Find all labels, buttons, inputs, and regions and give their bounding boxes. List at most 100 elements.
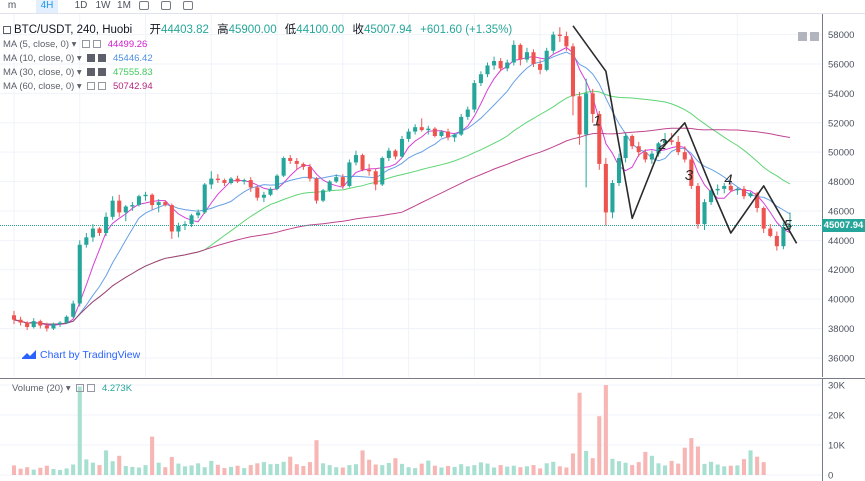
volume-bar (459, 464, 464, 475)
high-value: 45900.00 (228, 24, 277, 36)
volume-bar (360, 450, 365, 475)
ma10-legend[interactable]: MA (10, close, 0) ▾ 45446.42 (3, 52, 512, 66)
watermark[interactable]: Chart by TradingView (22, 349, 140, 361)
candle-body (367, 169, 372, 172)
ma60-legend[interactable]: MA (60, close, 0) ▾ 50742.94 (3, 80, 512, 94)
ma5-legend[interactable]: MA (5, close, 0) ▾ 44499.26 (3, 38, 512, 52)
annotation-label: 2 (657, 136, 667, 153)
visibility-icon[interactable] (76, 384, 85, 392)
candle-body (748, 193, 753, 197)
chart-legend: BTC/USDT, 240, Huobi 开44403.82 高45900.00… (3, 22, 512, 94)
candle-body (360, 155, 365, 170)
visibility-icon[interactable] (87, 82, 96, 90)
volume-bar (117, 455, 122, 475)
visibility-icon[interactable] (87, 68, 96, 76)
candle-body (452, 134, 457, 138)
dropdown-icon[interactable]: ▾ (76, 81, 82, 92)
close-icon[interactable] (87, 384, 96, 392)
volume-bar (682, 447, 687, 475)
volume-bar (38, 467, 43, 475)
price-tick-label: 46000 (828, 206, 854, 217)
close-icon[interactable] (98, 68, 107, 76)
indicators-icon[interactable] (161, 1, 171, 10)
volume-chart[interactable] (0, 378, 822, 481)
candle-body (215, 178, 220, 181)
volume-bar (123, 466, 128, 475)
candle-body (275, 175, 280, 189)
ma10-label: MA (10, close, 0) (3, 53, 75, 64)
candle-body (472, 83, 477, 110)
volume-bar (367, 459, 372, 475)
candle-body (768, 228, 773, 236)
candle-body (176, 225, 181, 232)
dropdown-icon[interactable]: ▾ (76, 53, 82, 64)
candle-body (505, 62, 510, 69)
dropdown-icon[interactable]: ▾ (76, 67, 82, 78)
candle-body (18, 319, 23, 323)
pane-maximize-icon[interactable] (810, 32, 819, 41)
pane-up-icon[interactable] (798, 32, 807, 41)
volume-bar (551, 461, 556, 475)
dropdown-icon[interactable]: ▾ (65, 383, 71, 394)
volume-bar (472, 465, 477, 475)
visibility-icon[interactable] (87, 54, 96, 62)
ma5-label: MA (5, close, 0) (3, 39, 69, 50)
interval-4h-button[interactable]: 4H (36, 0, 58, 13)
chart-type-icon[interactable] (139, 1, 149, 10)
price-chart[interactable]: 1 2 3 4 5 (0, 14, 822, 377)
volume-bar (150, 436, 155, 475)
volume-bar (176, 463, 181, 475)
ma-line-10 (13, 51, 791, 325)
symbol-title[interactable]: BTC/USDT, 240, Huobi (14, 24, 133, 36)
candle-body (222, 180, 227, 184)
volume-axis[interactable]: 0 10K 20K 30K (822, 378, 865, 481)
annotation-label: 3 (685, 167, 694, 184)
close-icon[interactable] (98, 54, 107, 62)
candle-body (630, 135, 635, 147)
change-value: +601.60 (+1.35%) (420, 24, 513, 36)
volume-bar (406, 467, 411, 475)
candle-body (399, 138, 405, 157)
volume-bar (321, 463, 326, 475)
candle-body (104, 216, 109, 233)
volume-bar (84, 459, 89, 475)
candle-body (689, 159, 694, 186)
ma10-value: 45446.42 (112, 53, 153, 64)
dropdown-icon[interactable]: ▾ (71, 39, 77, 50)
price-tick-label: 38000 (828, 324, 854, 335)
volume-bar (426, 460, 431, 475)
snapshot-icon[interactable] (183, 1, 193, 10)
toolbar: m 4H 1D 1W 1M (0, 0, 865, 14)
candle-body (643, 152, 648, 160)
volume-bar (189, 465, 194, 475)
volume-bar (445, 466, 451, 475)
volume-bar (77, 386, 82, 475)
close-icon[interactable] (93, 40, 102, 48)
volume-bar (202, 467, 207, 475)
candle-body (380, 158, 385, 185)
interval-1d-button[interactable]: 1D (74, 0, 88, 11)
volume-bar (748, 450, 753, 475)
interval-minutes-button[interactable]: m (7, 0, 17, 11)
candle-body (209, 178, 214, 185)
price-tick-label: 44000 (828, 236, 854, 247)
price-axis[interactable]: 36000 38000 40000 42000 44000 46000 48000 50000… (822, 14, 865, 377)
candle-body (90, 228, 95, 238)
visibility-icon[interactable] (82, 40, 91, 48)
low-value: 44100.00 (296, 24, 345, 36)
volume-legend[interactable]: Volume (20) ▾ 4.273K (12, 383, 132, 394)
volume-bar (11, 465, 17, 475)
candle-body (169, 205, 174, 232)
interval-1m-button[interactable]: 1M (117, 0, 131, 11)
pane-buttons (798, 32, 822, 44)
ma30-legend[interactable]: MA (30, close, 0) ▾ 47555.83 (3, 66, 512, 80)
interval-1w-button[interactable]: 1W (95, 0, 111, 11)
volume-bar (268, 464, 273, 475)
volume-bar (275, 463, 280, 475)
candle-body (663, 140, 668, 144)
volume-bar (636, 462, 641, 475)
volume-bar (347, 465, 352, 475)
candle-body (163, 202, 168, 206)
open-label: 开 (149, 24, 161, 36)
close-icon[interactable] (98, 82, 107, 90)
